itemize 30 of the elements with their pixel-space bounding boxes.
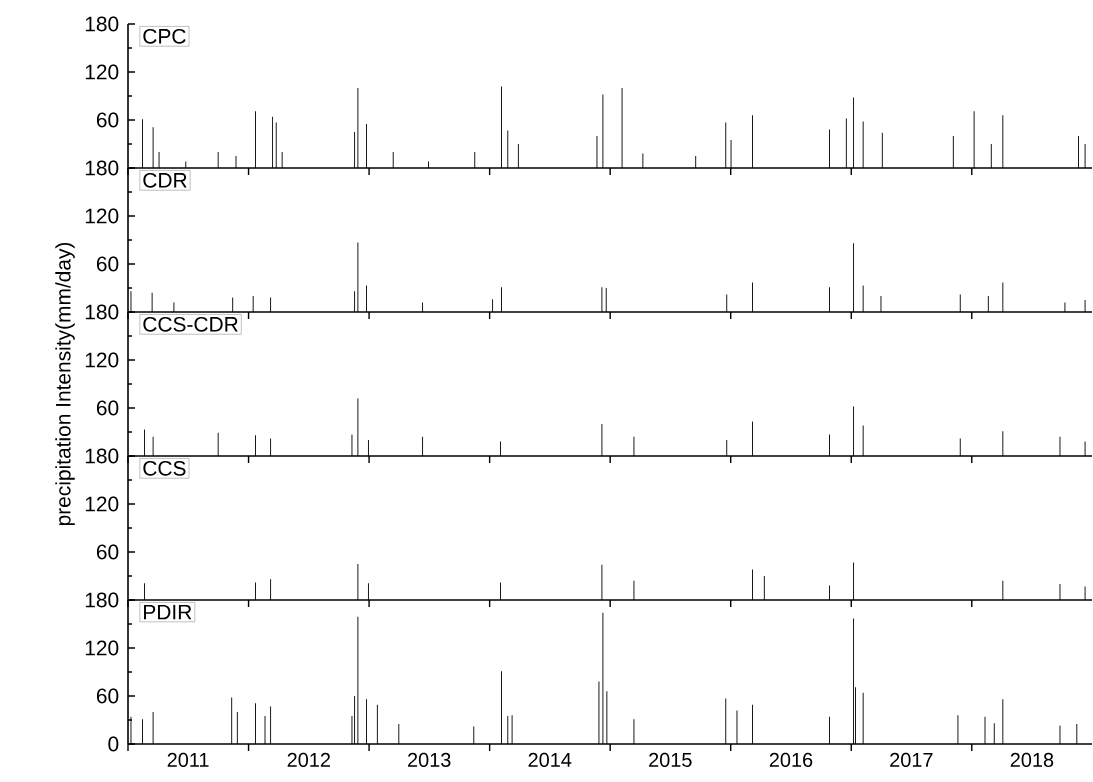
y-tick-label: 120 — [85, 352, 119, 368]
x-tick-label: 2017 — [890, 752, 933, 767]
y-tick-label: 180 — [85, 16, 119, 32]
x-tick-label: 2012 — [287, 752, 330, 767]
x-tick-label: 2016 — [769, 752, 813, 767]
y-tick-label: 120 — [85, 640, 119, 656]
y-tick-label: 120 — [85, 64, 119, 80]
x-tick-label: 2013 — [408, 752, 451, 767]
y-tick-label: 60 — [96, 544, 119, 560]
y-tick-label: 180 — [85, 448, 119, 464]
y-tick-label: 120 — [85, 208, 119, 224]
text: CDR — [143, 172, 187, 188]
x-tick-label: 2015 — [649, 752, 692, 767]
x-tick-label: 2014 — [528, 752, 572, 767]
y-tick-label: 60 — [96, 400, 119, 416]
y-tick-label: 180 — [85, 304, 119, 320]
x-tick-label: 2011 — [167, 752, 209, 767]
text: CPC — [143, 28, 186, 44]
text: CCS — [143, 460, 186, 476]
y-tick-label: 0 — [108, 736, 119, 752]
x-tick-label: 2018 — [1010, 752, 1054, 767]
y-tick-label: 180 — [85, 160, 119, 176]
y-tick-label: 60 — [96, 112, 119, 128]
y-tick-label: 60 — [96, 688, 119, 704]
y-axis-title: precipitation Intensity(mm/day) — [55, 242, 75, 526]
text: CCS-CDR — [143, 316, 238, 332]
text: PDIR — [144, 604, 192, 620]
y-tick-label: 180 — [85, 592, 119, 608]
y-tick-label: 60 — [96, 256, 119, 272]
y-tick-label: 120 — [85, 496, 119, 512]
